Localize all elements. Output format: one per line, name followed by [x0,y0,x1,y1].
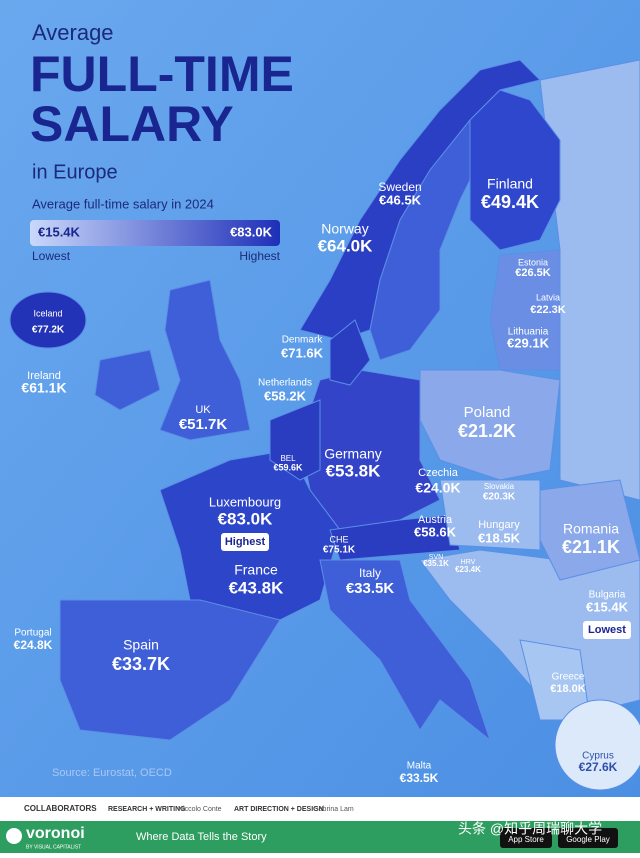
country-name: Greece [552,672,585,683]
country-value: €24.8K [14,638,53,652]
country-name: SVN [429,554,443,561]
country-value: €58.2K [264,388,307,403]
country-value: €22.3K [530,304,566,316]
brand-logo [6,828,22,844]
country-name: Slovakia [484,482,515,491]
tagline: Where Data Tells the Story [136,831,267,843]
country-name: Poland [464,404,511,421]
legend-max: €83.0K [230,224,273,239]
legend-bar [30,220,280,246]
country-value: €83.0K [218,509,274,528]
country-name: Cyprus [582,751,614,762]
country-value: €21.1K [562,537,620,557]
country-name: Germany [324,446,382,462]
country-value: €18.5K [478,530,521,545]
country-value: €58.6K [414,524,457,539]
credit-label: ART DIRECTION + DESIGN [234,806,324,813]
credits-bar [0,797,640,821]
country-value: €61.1K [21,380,66,396]
country-value: €26.5K [515,267,551,279]
country-name: BEL [280,454,296,463]
legend-high: Highest [239,249,280,263]
legend-low: Lowest [32,249,71,263]
watermark: 头条 @知乎周瑞聊大学 [458,821,602,837]
badge-label: Lowest [588,624,626,636]
country-value: €77.2K [32,325,65,336]
country-name: Malta [407,761,432,772]
app-store[interactable] [500,828,552,848]
country-value: €33.7K [112,654,170,674]
country-value: €43.8K [229,578,285,597]
app-store-label[interactable]: App Store [508,835,544,844]
country-name: Italy [359,566,381,580]
credit-name: Sabrina Lam [314,806,354,813]
credit-label: RESEARCH + WRITING [108,806,186,813]
country-name: Netherlands [258,378,312,389]
country-name: Spain [123,637,159,653]
country-value: €33.5K [346,580,395,597]
country-name: HRV [461,559,476,566]
country-name: Czechia [418,467,459,479]
country-name: Bulgaria [589,590,626,601]
country-value: €29.1K [507,335,550,350]
country-value: €18.0K [550,683,586,695]
country-name: Portugal [14,628,51,639]
country-value: €33.5K [400,771,439,785]
country-name: Estonia [518,257,548,267]
country-name: Norway [321,221,368,237]
country-name: UK [195,404,211,416]
country-name: Iceland [33,308,62,318]
country-value: €53.8K [326,461,382,480]
legend-title: Average full-time salary in 2024 [32,196,214,211]
country-name: Finland [487,176,533,192]
badge-label: Highest [225,536,266,548]
country-value: €35.1K [423,559,449,568]
country-name: Romania [563,521,619,537]
brand: voronoi [26,825,85,842]
country-name: Latvia [536,292,560,302]
country-name: Lithuania [508,327,549,338]
country-name: CHE [329,534,348,544]
land [9,59,640,791]
country-labels: Iceland €77.2K Ireland€61.1K UK€51.7K Norway… [14,176,631,785]
country-name: Sweden [378,180,421,194]
country-value: €20.3K [483,492,516,503]
country-name: Luxembourg [209,494,281,509]
country-name: Ireland [27,370,61,382]
country-name: Denmark [282,335,324,346]
country-name: France [234,562,278,578]
title: FULL-TIME [30,46,294,102]
country-value: €21.2K [458,421,516,441]
source: Source: Eurostat, OECD [52,767,172,779]
country-name: Hungary [478,519,520,531]
credit-name: Niccolo Conte [178,806,222,813]
collaborators: COLLABORATORS [24,804,97,813]
country-value: €15.4K [586,599,629,614]
google-play[interactable] [558,828,618,848]
country-name: Austria [418,514,453,526]
badge [221,533,269,551]
country-value: €24.0K [415,480,460,496]
country-value: €64.0K [318,236,374,255]
country-value: €59.6K [273,462,303,472]
title: SALARY [30,96,234,152]
country-value: €23.4K [455,565,481,574]
legend-min: €15.4K [38,224,81,239]
google-play-label[interactable]: Google Play [566,835,610,844]
country-value: €27.6K [579,760,618,774]
country-value: €75.1K [323,545,356,556]
brand-sub: BY VISUAL CAPITALIST [26,844,81,850]
kicker: Average [32,20,114,45]
country-value: €46.5K [379,192,422,207]
subtitle: in Europe [32,161,118,183]
badge [583,621,631,639]
country-value: €49.4K [481,192,539,212]
country-value: €71.6K [281,345,324,360]
country-value: €51.7K [179,416,228,433]
